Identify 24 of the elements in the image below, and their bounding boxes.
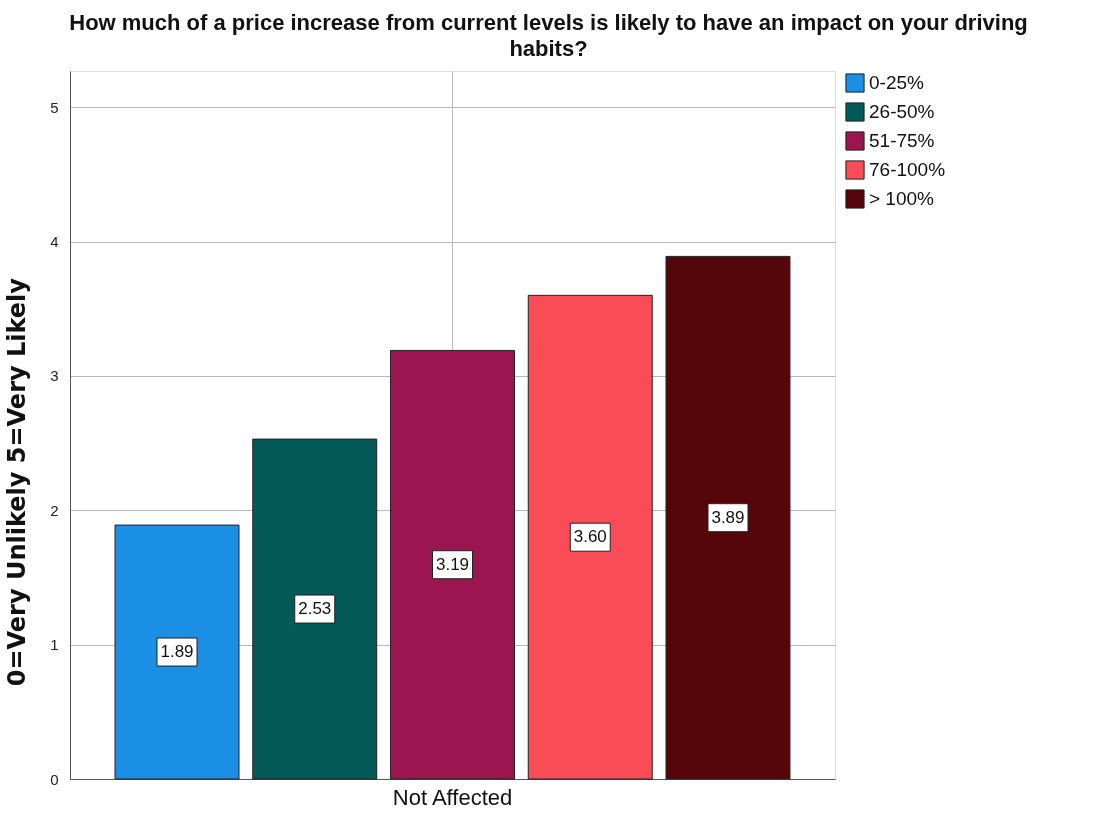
chart-title: How much of a price increase from current levels is likely to have an impact on your driving habits? [69,10,1028,61]
bar [527,294,653,780]
y-tick-label: 0 [50,770,59,788]
data-label: 1.89 [160,642,194,662]
bar [390,349,515,780]
y-tick-label: 4 [50,233,59,251]
legend-label: 51-75% [869,130,935,151]
data-label: 2.53 [298,599,332,619]
legend-label: > 100% [869,188,935,209]
x-tick-label: Not Affected [392,784,513,810]
bar [114,524,240,780]
y-tick-label: 1 [50,636,59,654]
data-label: 3.89 [711,507,745,527]
data-label: 3.60 [573,527,607,547]
y-axis-title: 0=Very Unlikely 5=Very Likely [3,277,32,687]
legend-label: 26-50% [869,101,935,122]
y-tick-label: 2 [50,501,59,519]
data-label: 3.19 [435,554,470,574]
y-tick-label: 3 [50,367,59,385]
legend-label: 0-25% [869,72,925,93]
bar [252,438,378,780]
y-tick-label: 5 [50,98,59,116]
legend-label: 76-100% [869,159,946,180]
bar [665,255,791,780]
